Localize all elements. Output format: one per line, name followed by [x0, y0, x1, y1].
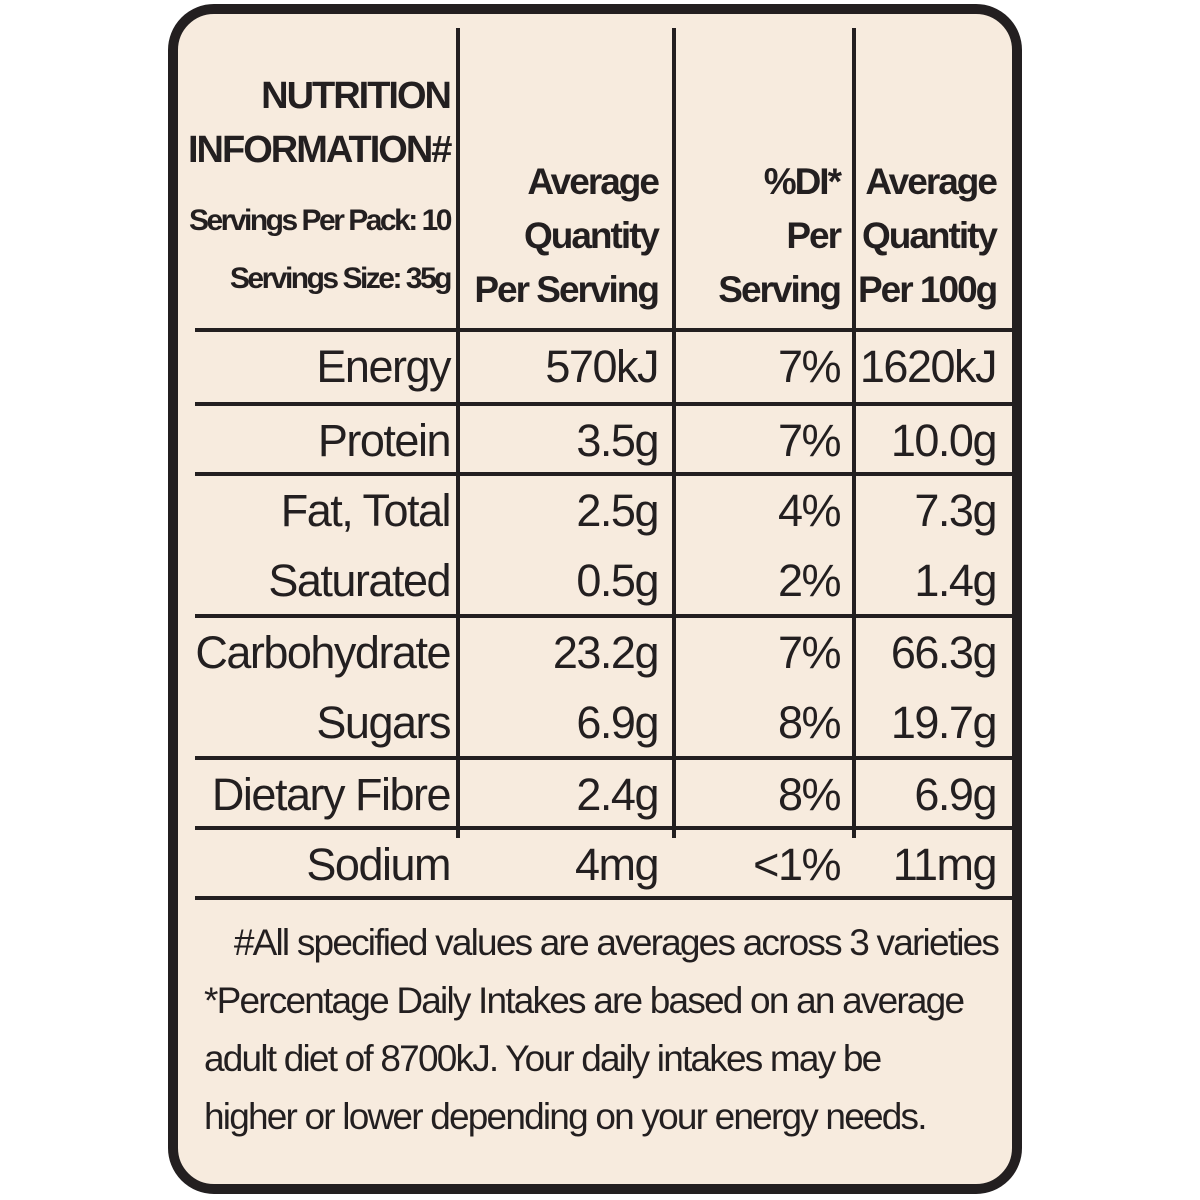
- per-100g-value: 7.3g: [914, 485, 997, 536]
- di-value: 7%: [777, 341, 842, 392]
- col-header-per-100g-line3: Per 100g: [858, 269, 998, 310]
- nutrient-name: Sugars: [316, 697, 451, 748]
- per-100g-value: 1620kJ: [859, 341, 998, 392]
- nutrient-name: Protein: [317, 415, 452, 466]
- column-divider: [672, 28, 676, 838]
- per-serving-value: 570kJ: [545, 341, 659, 392]
- footnotes: #All specified values are averages acros…: [204, 914, 1012, 1146]
- nutrient-name: Carbohydrate: [195, 627, 451, 678]
- col-header-per-100g-line2: Quantity: [861, 215, 998, 256]
- servings-per-pack: Servings Per Pack: 10: [188, 204, 453, 237]
- di-value: 8%: [777, 769, 842, 820]
- per-100g-value: 6.9g: [914, 769, 997, 820]
- row-divider: [195, 472, 1012, 476]
- footnote-di-line3: higher or lower depending on your energy…: [204, 1096, 928, 1137]
- col-header-per-100g-line1: Average: [865, 161, 998, 202]
- col-header-per-serving-line1: Average: [527, 161, 660, 202]
- per-100g-value: 19.7g: [890, 697, 998, 748]
- panel-title-line2: INFORMATION#: [188, 129, 452, 171]
- di-value: 7%: [777, 627, 842, 678]
- nutrient-name: Energy: [316, 341, 451, 392]
- footnote-di-line1: *Percentage Daily Intakes are based on a…: [204, 980, 965, 1021]
- per-serving-value: 6.9g: [576, 697, 659, 748]
- per-serving-value: 2.5g: [576, 485, 659, 536]
- di-value: 4%: [777, 485, 842, 536]
- per-serving-value: 23.2g: [552, 627, 660, 678]
- row-divider: [195, 826, 1012, 830]
- nutrient-name: Saturated: [268, 555, 451, 606]
- nutrient-name: Fat, Total: [280, 485, 452, 536]
- column-divider: [456, 28, 460, 838]
- row-divider: [195, 328, 1012, 332]
- col-header-per-serving-line2: Quantity: [523, 215, 660, 256]
- di-value: 7%: [777, 415, 842, 466]
- di-value: <1%: [753, 839, 841, 890]
- per-100g-value: 11mg: [892, 839, 998, 890]
- col-header-di-line3: Serving: [718, 269, 842, 310]
- nutrient-name: Dietary Fibre: [211, 769, 452, 820]
- di-value: 2%: [777, 555, 842, 606]
- per-serving-value: 4mg: [574, 839, 660, 890]
- per-serving-value: 2.4g: [576, 769, 659, 820]
- per-100g-value: 66.3g: [890, 627, 998, 678]
- row-divider: [195, 896, 1012, 900]
- per-100g-value: 10.0g: [890, 415, 998, 466]
- per-serving-value: 0.5g: [576, 555, 659, 606]
- panel-title-line1: NUTRITION: [261, 75, 452, 117]
- footnote-di-line2: adult diet of 8700kJ. Your daily intakes…: [204, 1038, 882, 1079]
- row-divider: [195, 756, 1012, 760]
- per-100g-value: 1.4g: [914, 555, 997, 606]
- col-header-di-line2: Per: [786, 215, 842, 256]
- nutrition-panel: NUTRITION INFORMATION# Servings Per Pack…: [168, 4, 1022, 1194]
- col-header-di-line1: %DI*: [763, 161, 842, 202]
- serving-size: Servings Size: 35g: [229, 262, 453, 295]
- nutrient-name: Sodium: [306, 839, 451, 890]
- row-divider: [195, 402, 1012, 406]
- per-serving-value: 3.5g: [576, 415, 659, 466]
- di-value: 8%: [777, 697, 842, 748]
- column-divider: [852, 28, 856, 838]
- row-divider: [195, 614, 1012, 618]
- col-header-per-serving-line3: Per Serving: [474, 269, 660, 310]
- footnote-varieties: #All specified values are averages acros…: [233, 922, 1000, 963]
